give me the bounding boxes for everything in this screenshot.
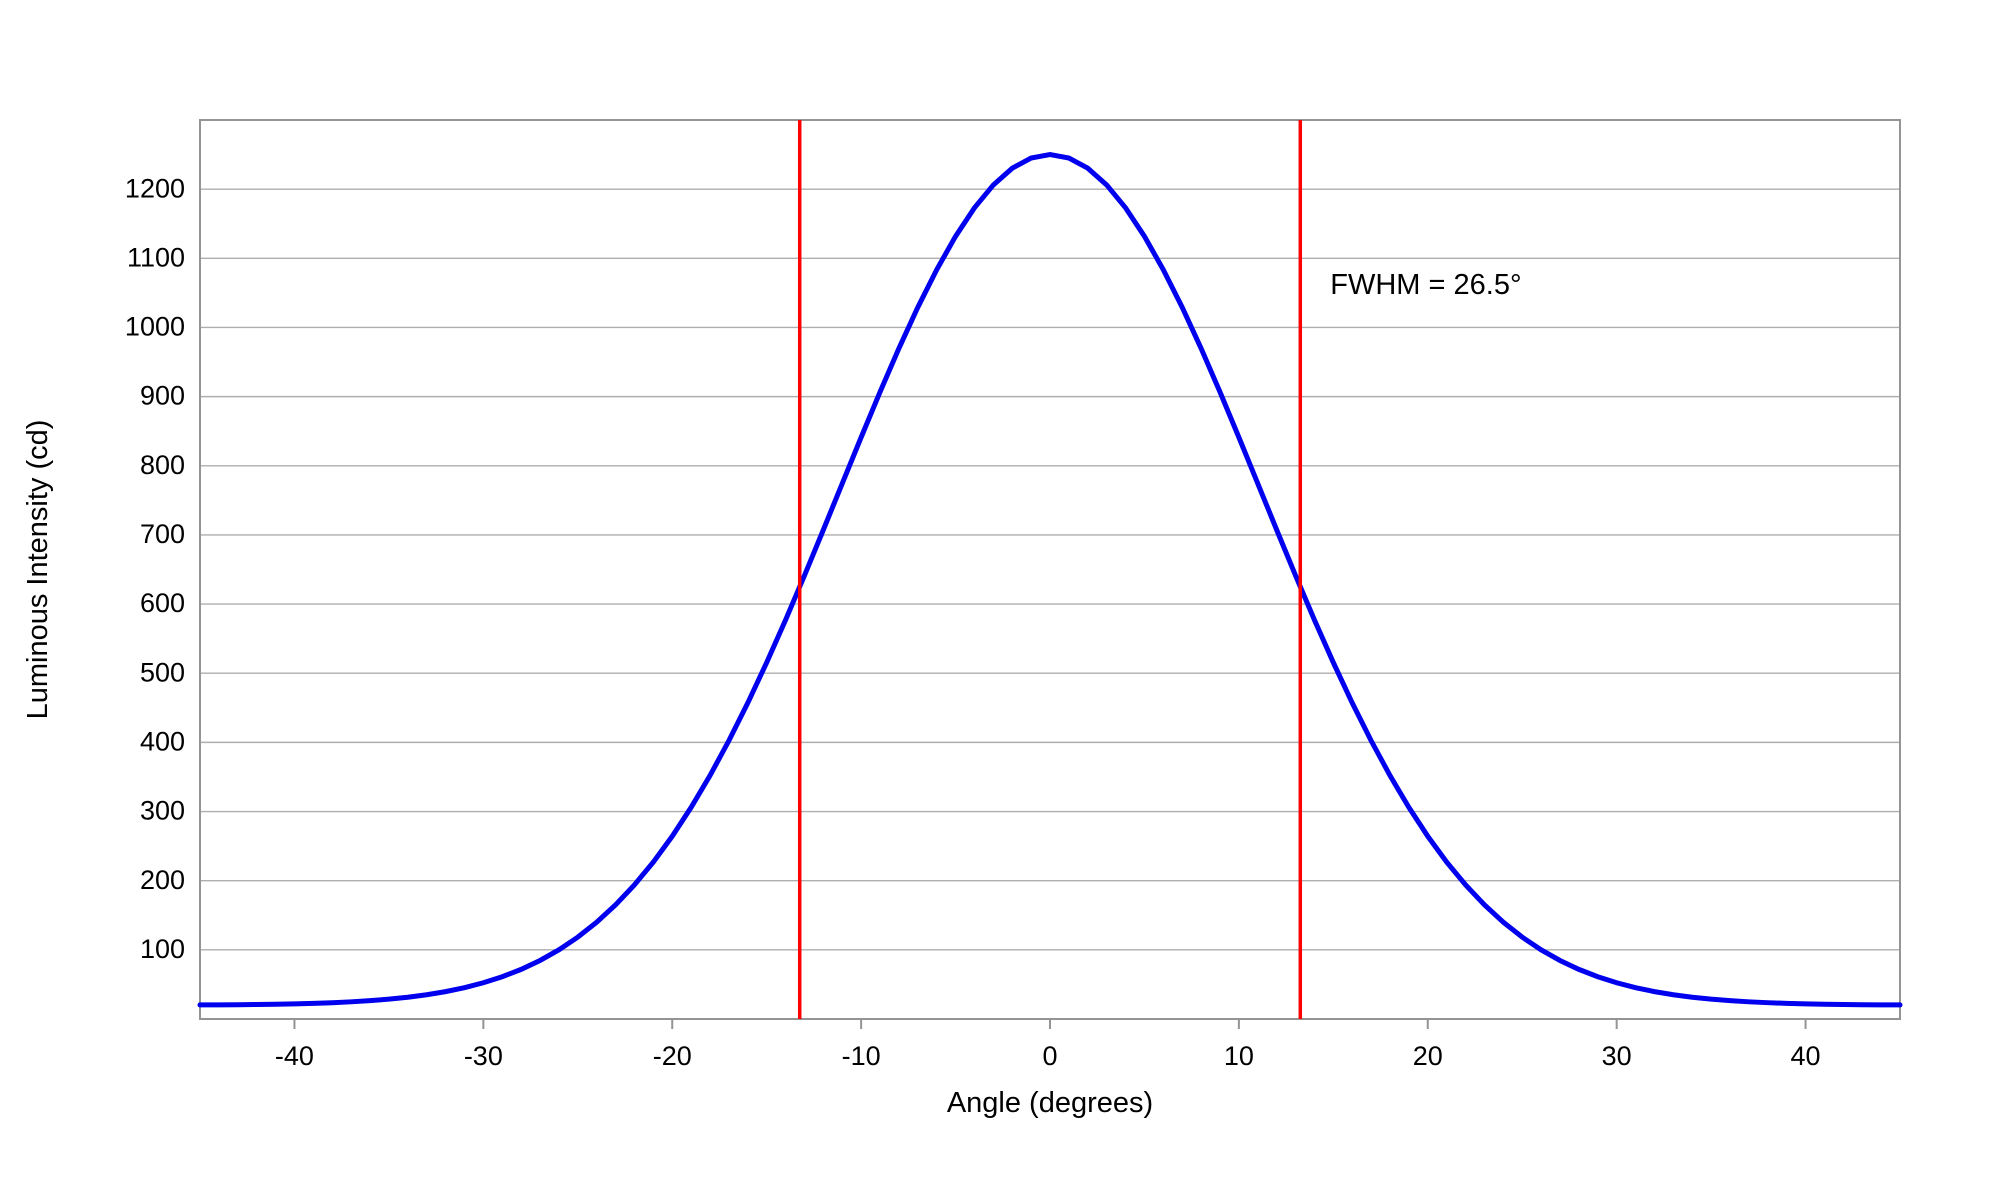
svg-text:800: 800 bbox=[140, 450, 185, 480]
svg-text:1200: 1200 bbox=[125, 173, 185, 203]
svg-text:100: 100 bbox=[140, 934, 185, 964]
svg-text:-10: -10 bbox=[842, 1041, 881, 1071]
svg-text:300: 300 bbox=[140, 796, 185, 826]
svg-text:10: 10 bbox=[1224, 1041, 1254, 1071]
svg-text:400: 400 bbox=[140, 727, 185, 757]
svg-text:30: 30 bbox=[1602, 1041, 1632, 1071]
svg-text:-20: -20 bbox=[653, 1041, 692, 1071]
svg-text:1000: 1000 bbox=[125, 312, 185, 342]
svg-text:Angle (degrees): Angle (degrees) bbox=[947, 1087, 1153, 1119]
svg-text:40: 40 bbox=[1791, 1041, 1821, 1071]
svg-text:900: 900 bbox=[140, 381, 185, 411]
svg-text:-30: -30 bbox=[464, 1041, 503, 1071]
svg-text:500: 500 bbox=[140, 657, 185, 687]
svg-text:20: 20 bbox=[1413, 1041, 1443, 1071]
svg-text:600: 600 bbox=[140, 588, 185, 618]
svg-text:FWHM = 26.5°: FWHM = 26.5° bbox=[1330, 269, 1521, 301]
svg-text:Luminous Intensity (cd): Luminous Intensity (cd) bbox=[22, 420, 54, 720]
svg-text:700: 700 bbox=[140, 519, 185, 549]
svg-text:0: 0 bbox=[1042, 1041, 1057, 1071]
svg-text:200: 200 bbox=[140, 865, 185, 895]
svg-text:-40: -40 bbox=[275, 1041, 314, 1071]
svg-text:1100: 1100 bbox=[127, 242, 185, 272]
